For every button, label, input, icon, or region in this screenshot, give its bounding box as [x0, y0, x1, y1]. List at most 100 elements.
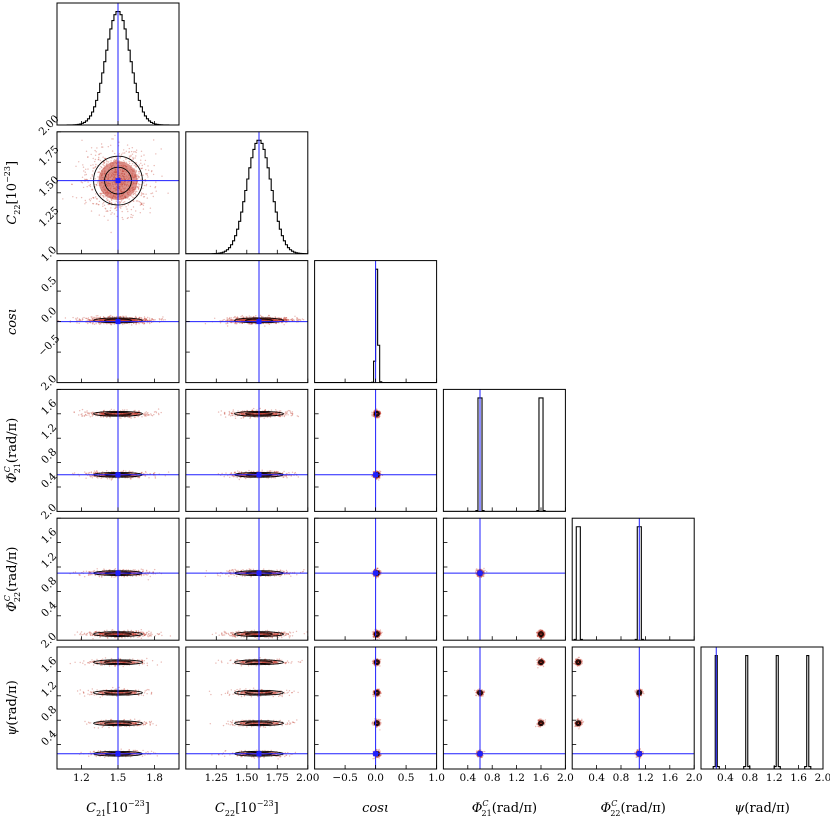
sample-point	[149, 207, 152, 209]
sample-point	[234, 415, 236, 417]
sample-point	[125, 470, 127, 472]
sample-point	[137, 319, 139, 321]
sample-point	[132, 214, 134, 217]
sample-point	[375, 477, 378, 479]
sample-point	[88, 198, 91, 200]
sample-point	[137, 175, 139, 177]
sample-point	[124, 323, 126, 325]
sample-point	[119, 316, 121, 318]
sample-point	[224, 413, 226, 415]
sample-point	[150, 413, 152, 415]
sample-point	[204, 323, 207, 325]
sample-point	[283, 475, 286, 477]
sample-point	[135, 170, 137, 173]
sample-point	[236, 319, 239, 322]
sample-point	[118, 202, 121, 204]
sample-point	[130, 155, 132, 158]
sample-point	[120, 470, 122, 473]
sample-point	[91, 319, 93, 321]
sample-point	[100, 416, 102, 418]
sample-point	[233, 476, 235, 478]
sample-point	[132, 158, 135, 160]
sample-point	[122, 218, 124, 221]
sample-point	[138, 413, 141, 415]
sample-point	[228, 318, 230, 320]
sample-point	[281, 415, 284, 417]
sample-point	[82, 318, 84, 321]
truth-marker	[256, 319, 262, 325]
sample-point	[89, 185, 92, 188]
sample-point	[379, 470, 381, 472]
sample-point	[105, 196, 107, 198]
sample-point	[283, 415, 285, 417]
sample-point	[286, 412, 288, 414]
sample-point	[151, 170, 153, 172]
sample-point	[115, 200, 118, 202]
sample-point	[282, 472, 284, 474]
sample-point	[230, 415, 232, 417]
sample-point	[250, 323, 252, 325]
sample-point	[143, 316, 146, 318]
sample-point	[115, 205, 117, 207]
sample-point	[109, 323, 112, 326]
sample-point	[109, 201, 111, 203]
sample-point	[285, 475, 288, 477]
sample-point	[92, 167, 94, 169]
sample-point	[149, 473, 151, 475]
sample-point	[81, 413, 83, 415]
sample-point	[257, 416, 259, 418]
sample-point	[290, 415, 292, 417]
sample-point	[131, 162, 134, 165]
sample-point	[64, 317, 67, 319]
sample-point	[234, 322, 236, 325]
sample-point	[85, 317, 87, 319]
sample-point	[147, 412, 149, 414]
sample-point	[106, 210, 108, 212]
sample-point	[242, 416, 245, 418]
sample-point	[125, 316, 128, 318]
sample-point	[220, 410, 222, 412]
sample-point	[234, 471, 236, 474]
sample-point	[137, 183, 140, 185]
sample-point	[132, 158, 134, 160]
sample-point	[125, 315, 127, 317]
sample-point	[97, 319, 99, 322]
sample-point	[139, 316, 141, 319]
sample-point	[143, 318, 146, 320]
sample-point	[135, 194, 137, 196]
sample-point	[89, 475, 91, 477]
sample-point	[94, 178, 96, 180]
sample-point	[109, 478, 111, 480]
sample-point	[109, 315, 111, 317]
sample-point	[148, 414, 150, 416]
sample-point	[115, 209, 118, 211]
panel-Phi21-C22	[185, 388, 309, 512]
sample-point	[125, 150, 128, 152]
sample-point	[220, 414, 222, 416]
sample-point	[291, 411, 294, 413]
sample-point	[284, 318, 287, 320]
sample-point	[236, 413, 238, 415]
sample-point	[128, 155, 131, 157]
sample-point	[99, 159, 102, 162]
sample-point	[126, 217, 129, 220]
sample-point	[226, 317, 228, 319]
sample-point	[111, 199, 113, 201]
sample-point	[141, 471, 143, 474]
sample-point	[106, 199, 109, 201]
sample-point	[102, 205, 104, 207]
sample-point	[121, 216, 124, 219]
sample-point	[279, 415, 281, 418]
panel-cosi-cosi	[314, 260, 438, 384]
sample-point	[259, 314, 262, 317]
sample-point	[140, 203, 142, 205]
sample-point	[149, 212, 151, 214]
sample-point	[236, 476, 238, 479]
sample-point	[237, 470, 239, 472]
sample-point	[102, 416, 105, 418]
sample-point	[93, 472, 95, 474]
sample-point	[119, 417, 121, 419]
sample-point	[285, 411, 287, 413]
sample-point	[91, 189, 93, 191]
sample-point	[102, 316, 105, 318]
